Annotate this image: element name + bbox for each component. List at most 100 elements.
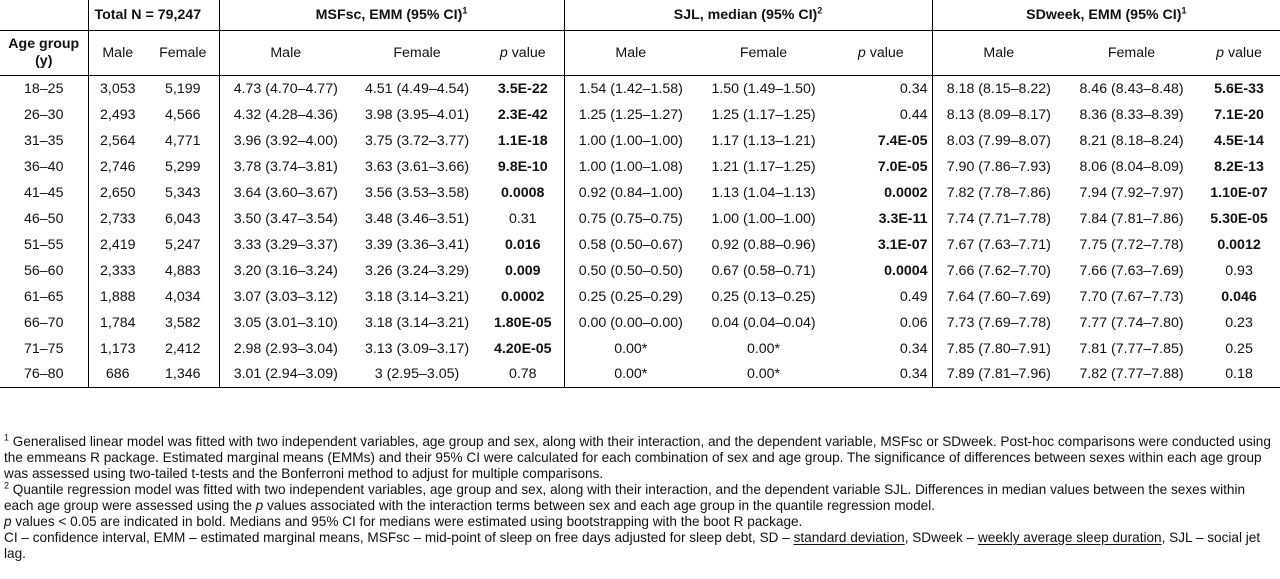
- n-male-cell: 2,333: [87, 257, 147, 284]
- sjl-p-cell: 0.0002: [884, 184, 928, 201]
- footnote-1: 1 Generalised linear model was fitted wi…: [4, 432, 1271, 481]
- sjl-female-cell: 1.50 (1.49–1.50): [697, 75, 831, 102]
- abbreviations: CI – confidence interval, EMM – estimate…: [4, 530, 1261, 561]
- sd-female-cell: 7.82 (7.77–7.88): [1079, 366, 1184, 383]
- sjl-male-cell: 0.25 (0.25–0.29): [563, 283, 698, 310]
- header-sjl-female: Female: [739, 45, 788, 61]
- n-female-cell: 5,343: [164, 184, 201, 201]
- sjl-male-cell: 1.25 (1.25–1.27): [563, 101, 698, 128]
- msf-male-cell: 3.96 (3.92–4.00): [218, 127, 352, 154]
- msf-p-cell: 0.009: [505, 262, 541, 279]
- sd-p-cell: 0.23: [1225, 314, 1253, 331]
- sjl-female-cell: 0.00*: [746, 340, 781, 357]
- msf-male-cell: 3.05 (3.01–3.10): [218, 309, 352, 336]
- msf-p-cell: 0.0002: [501, 288, 545, 305]
- sd-p-cell: 7.1E-20: [1214, 106, 1264, 123]
- n-male-cell: 2,746: [87, 153, 147, 180]
- sd-female-cell: 7.77 (7.74–7.80): [1079, 314, 1184, 331]
- table-row: 46–50 2,733 6,043 3.50 (3.47–3.54) 3.48 (3.4…: [0, 205, 1280, 232]
- msf-p-cell: 0.0008: [501, 184, 545, 201]
- sjl-male-cell: 0.00 (0.00–0.00): [563, 309, 698, 336]
- sd-male-cell: 7.67 (7.63–7.71): [931, 231, 1066, 258]
- msf-male-cell: 3.78 (3.74–3.81): [218, 153, 352, 180]
- age-cell: 56–60: [24, 262, 64, 279]
- sjl-male-cell: 0.00*: [563, 361, 698, 388]
- sjl-female-cell: 1.13 (1.04–1.13): [711, 184, 816, 201]
- msf-female-cell: 3.63 (3.61–3.66): [364, 158, 470, 175]
- n-male-cell: 2,419: [87, 231, 147, 258]
- n-male-cell: 1,784: [87, 309, 147, 336]
- sjl-female-cell: 1.17 (1.13–1.21): [711, 132, 816, 149]
- table-row: 26–30 2,493 4,566 4.32 (4.28–4.36) 3.98 (3.9…: [0, 101, 1280, 128]
- header-n-female: Female: [159, 45, 207, 61]
- table-row: 41–45 2,650 5,343 3.64 (3.60–3.67) 3.56 (3.5…: [0, 179, 1280, 206]
- sd-p-cell: 1.10E-07: [1210, 184, 1268, 201]
- msf-male-cell: 3.33 (3.29–3.37): [218, 231, 352, 258]
- header-sdweek: SDweek, EMM (95% CI)1: [931, 0, 1280, 31]
- table-row: 36–40 2,746 5,299 3.78 (3.74–3.81) 3.63 (3.6…: [0, 153, 1280, 180]
- sjl-p-cell: 0.34: [899, 366, 928, 383]
- sjl-female-cell: 1.00 (1.00–1.00): [711, 210, 816, 227]
- header-empty: [0, 0, 88, 31]
- sjl-p-cell: 3.3E-11: [878, 210, 928, 227]
- n-female-cell: 4,883: [164, 262, 201, 279]
- sjl-female-cell: 0.00*: [746, 366, 781, 383]
- msf-p-cell: 3.5E-22: [482, 75, 565, 102]
- age-cell: 76–80: [24, 366, 64, 383]
- sjl-female-cell: 1.25 (1.17–1.25): [711, 106, 816, 123]
- age-cell: 41–45: [24, 184, 64, 201]
- msf-male-cell: 2.98 (2.93–3.04): [218, 335, 352, 362]
- sd-male-cell: 8.03 (7.99–8.07): [931, 127, 1066, 154]
- sd-female-cell: 8.06 (8.04–8.09): [1079, 158, 1184, 175]
- msf-female-cell: 3.98 (3.95–4.01): [364, 106, 470, 123]
- header-sjl: SJL, median (95% CI)2: [563, 0, 933, 31]
- sd-p-cell: 5.30E-05: [1210, 210, 1268, 227]
- sjl-p-cell: 7.0E-05: [877, 158, 928, 175]
- header-sd-male: Male: [931, 30, 1066, 76]
- age-cell: 18–25: [0, 75, 88, 102]
- sd-female-cell: 7.75 (7.72–7.78): [1079, 236, 1184, 253]
- table-row: 56–60 2,333 4,883 3.20 (3.16–3.24) 3.26 (3.2…: [0, 257, 1280, 284]
- sd-male-cell: 7.82 (7.78–7.86): [931, 179, 1066, 206]
- sjl-female-cell: 0.67 (0.58–0.71): [711, 262, 816, 279]
- n-female-cell: 4,566: [164, 106, 201, 123]
- msf-male-cell: 3.20 (3.16–3.24): [218, 257, 352, 284]
- age-cell: 51–55: [24, 236, 64, 253]
- sjl-female-cell: 0.25 (0.13–0.25): [711, 288, 816, 305]
- sd-p-cell: 0.18: [1225, 366, 1253, 383]
- sjl-p-cell: 0.34: [830, 75, 933, 102]
- msf-male-cell: 4.73 (4.70–4.77): [218, 75, 352, 102]
- header-age-group: Age group (y): [8, 36, 80, 69]
- sd-female-cell: 7.94 (7.92–7.97): [1079, 184, 1184, 201]
- header-msf-female: Female: [393, 45, 441, 61]
- sd-male-cell: 7.66 (7.62–7.70): [931, 257, 1066, 284]
- sjl-female-cell: 0.04 (0.04–0.04): [711, 314, 816, 331]
- msf-p-cell: 9.8E-10: [497, 158, 548, 175]
- msf-female-cell: 3 (2.95–3.05): [374, 366, 460, 383]
- footnote-3: p values < 0.05 are indicated in bold. M…: [4, 514, 803, 529]
- msf-p-cell: 0.31: [508, 210, 537, 227]
- sd-p-cell: 0.046: [1221, 288, 1257, 305]
- msf-p-cell: 1.1E-18: [497, 132, 548, 149]
- msf-female-cell: 3.18 (3.14–3.21): [364, 314, 470, 331]
- header-msfsc: MSFsc, EMM (95% CI)1: [218, 0, 565, 31]
- data-table: Total N = 79,247 MSFsc, EMM (95% CI)1 SJ…: [0, 0, 1280, 388]
- age-cell: 61–65: [24, 288, 64, 305]
- sd-female-cell: 7.66 (7.63–7.69): [1079, 262, 1184, 279]
- n-female-cell: 4,034: [164, 288, 201, 305]
- msf-female-cell: 4.51 (4.49–4.54): [352, 75, 482, 102]
- msf-p-cell: 4.20E-05: [493, 340, 552, 357]
- age-cell: 46–50: [24, 210, 64, 227]
- sjl-male-cell: 1.00 (1.00–1.00): [563, 127, 698, 154]
- msf-male-cell: 3.50 (3.47–3.54): [218, 205, 352, 232]
- sjl-male-cell: 0.92 (0.84–1.00): [563, 179, 698, 206]
- sjl-male-cell: 0.58 (0.50–0.67): [563, 231, 698, 258]
- sd-male-cell: 8.13 (8.09–8.17): [931, 101, 1066, 128]
- msf-male-cell: 3.07 (3.03–3.12): [218, 283, 352, 310]
- footnote-2: 2 Quantile regression model was fitted w…: [4, 480, 1246, 513]
- table-row: 31–35 2,564 4,771 3.96 (3.92–4.00) 3.75 (3.7…: [0, 127, 1280, 154]
- sd-p-cell: 0.93: [1225, 262, 1253, 279]
- age-cell: 71–75: [24, 340, 64, 357]
- header-row-columns: Age group (y) Male Female Male Female p …: [0, 30, 1280, 76]
- msf-female-cell: 3.18 (3.14–3.21): [364, 288, 470, 305]
